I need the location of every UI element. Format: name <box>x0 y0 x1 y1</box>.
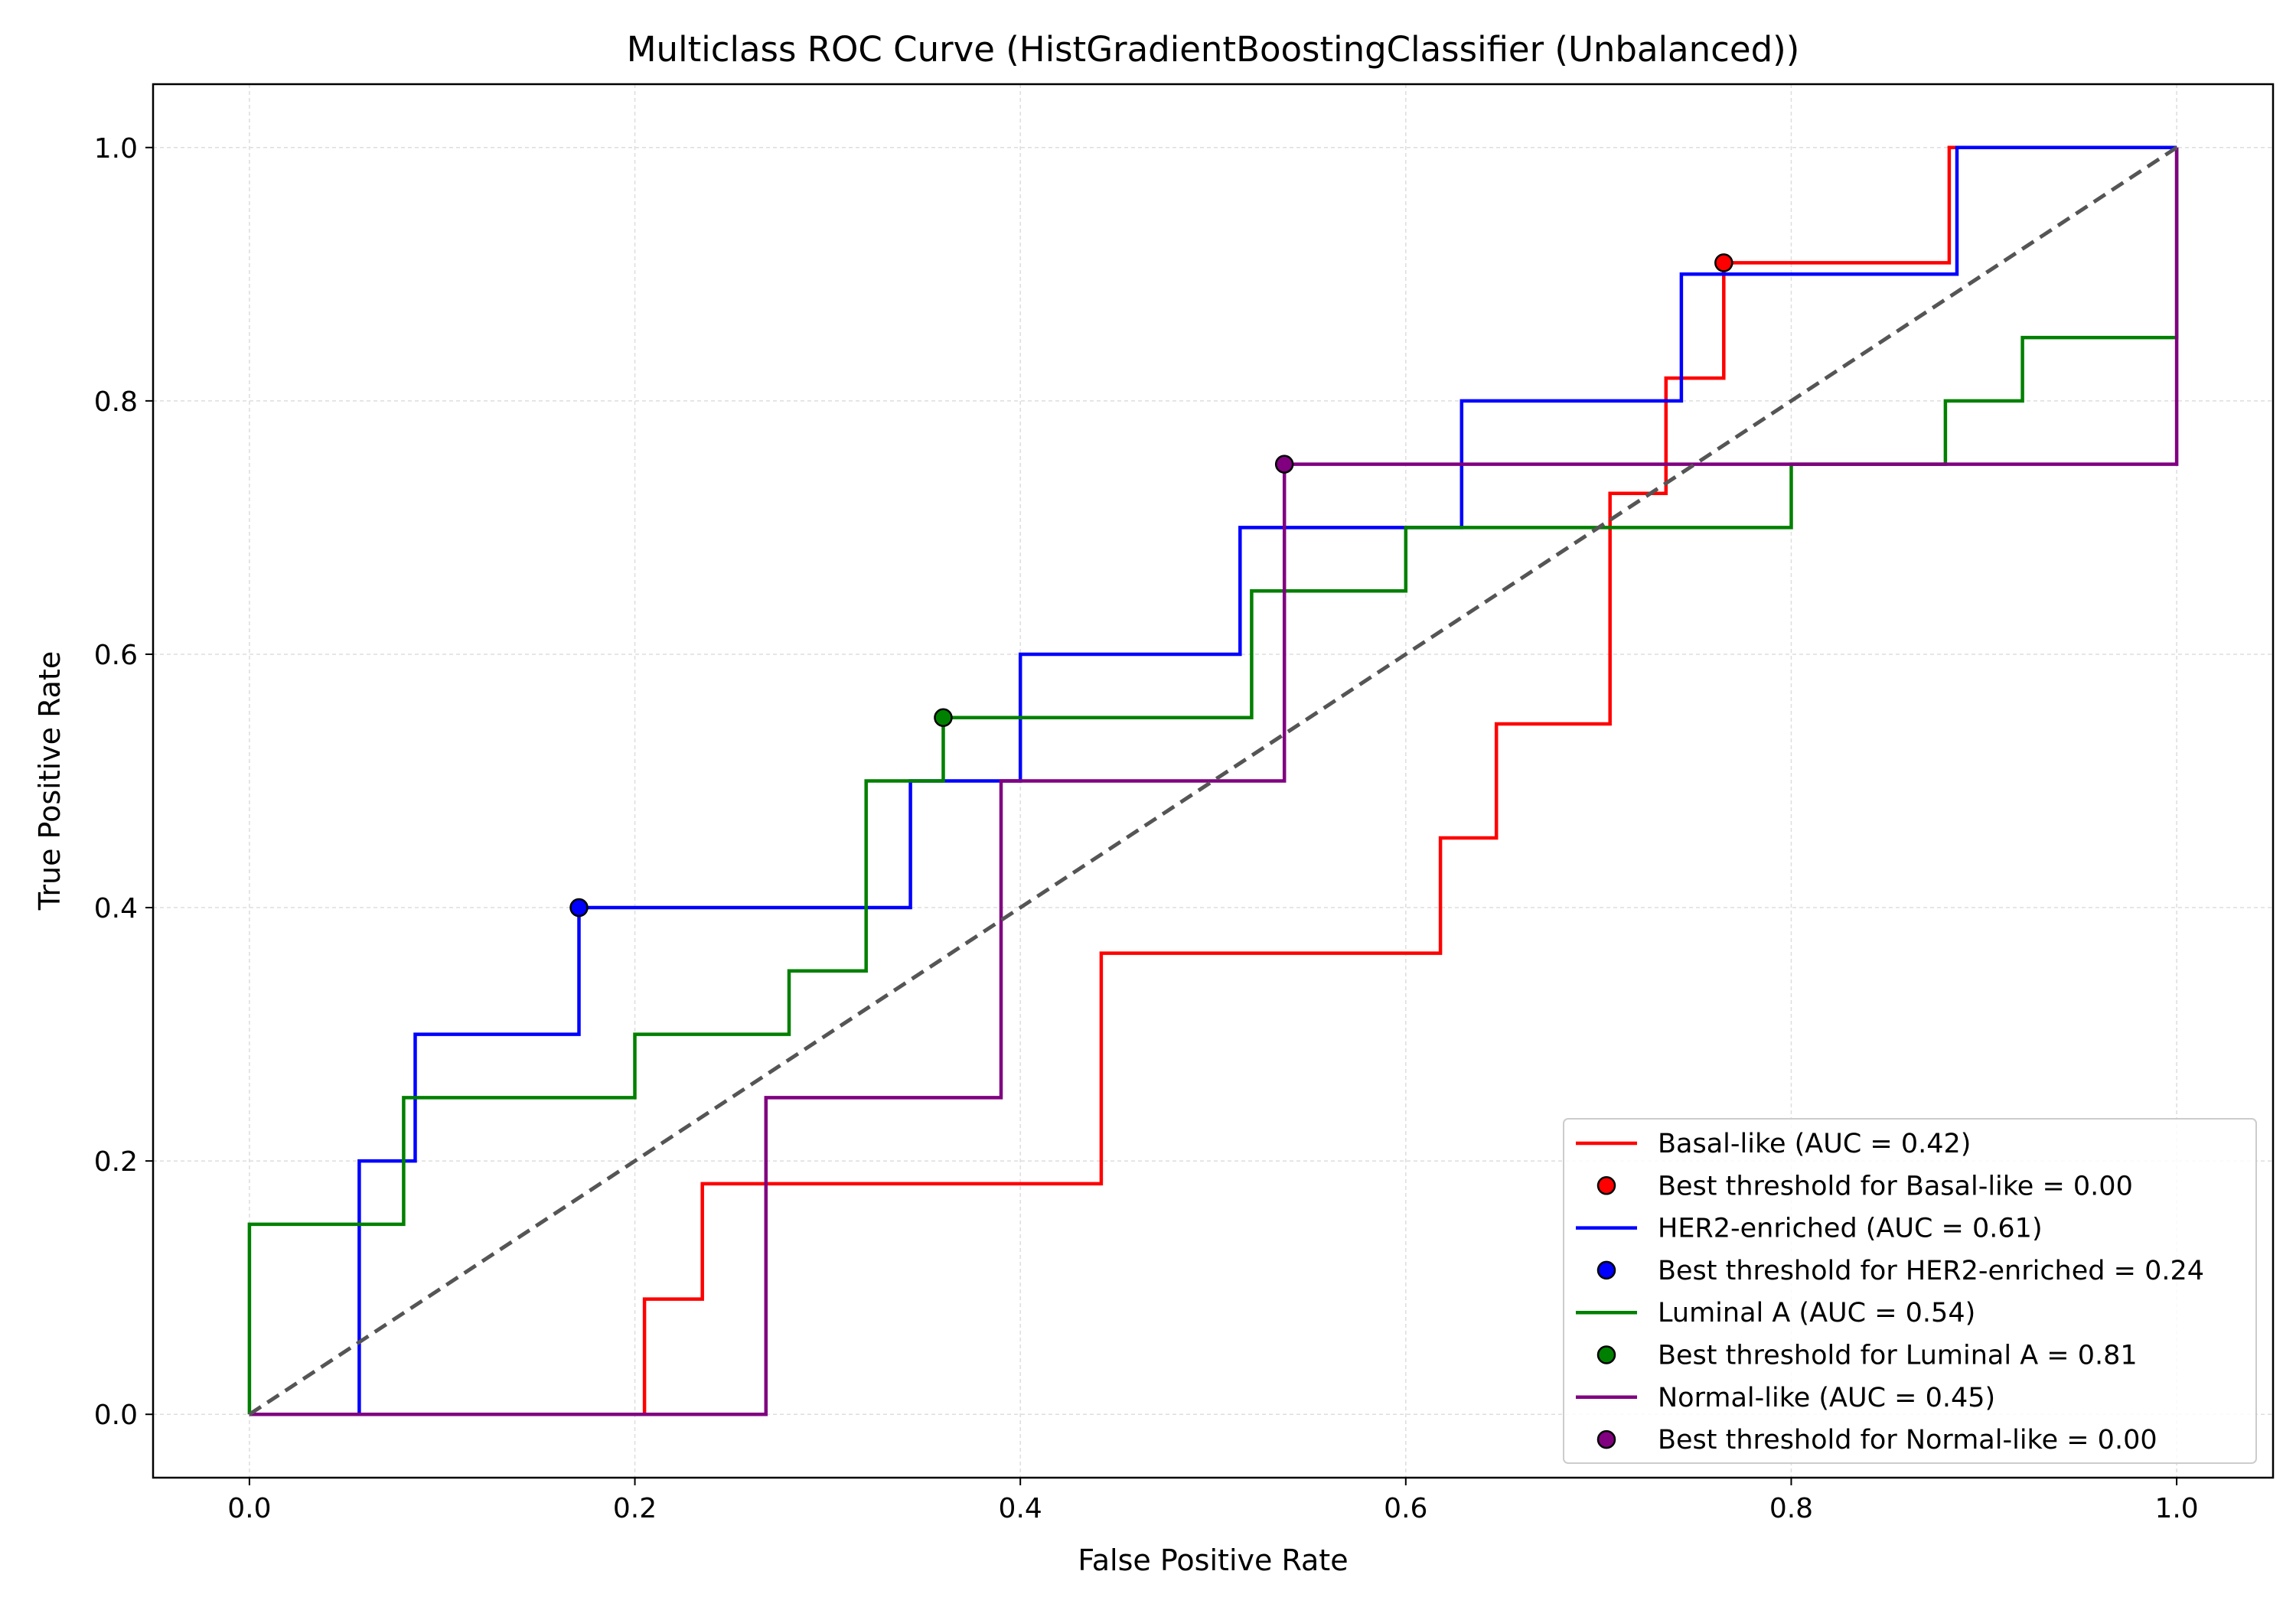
legend-box <box>1563 1118 2257 1464</box>
best-threshold-point <box>934 708 953 727</box>
legend-marker-swatch <box>1596 1429 1616 1449</box>
x-tick-label: 1.0 <box>2154 1493 2198 1524</box>
legend-entry-label: HER2-enriched (AUC = 0.61) <box>1658 1214 2043 1244</box>
legend-marker-swatch <box>1596 1345 1616 1364</box>
legend-entry-label: Best threshold for Basal-like = 0.00 <box>1658 1171 2133 1201</box>
roc-curve-line <box>247 147 2179 1415</box>
y-tick-label: 0.2 <box>94 1146 138 1178</box>
y-tick-label: 0.4 <box>94 893 138 924</box>
y-tick-label: 0.8 <box>94 386 138 418</box>
y-tick-label: 0.6 <box>94 640 138 671</box>
y-axis-label: True Positive Rate <box>33 651 67 911</box>
plot-area <box>247 145 2179 1416</box>
x-axis-label: False Positive Rate <box>1078 1543 1348 1577</box>
axis-ticks: 0.0 0.2 0.4 0.6 0.8 1.0 0.0 0.2 0.4 0.6 0.8 1.0 <box>94 133 2199 1524</box>
x-tick-label: 0.0 <box>227 1493 271 1524</box>
legend-entry-label: Best threshold for Luminal A = 0.81 <box>1658 1341 2138 1371</box>
x-tick-label: 0.4 <box>999 1493 1042 1524</box>
chart-title: Multiclass ROC Curve (HistGradientBoosti… <box>627 29 1800 70</box>
x-tick-label: 0.2 <box>613 1493 657 1524</box>
legend: Basal-like (AUC = 0.42) Best threshold fo… <box>1563 1118 2257 1464</box>
y-tick-label: 0.0 <box>94 1400 138 1431</box>
legend-entry-label: Luminal A (AUC = 0.54) <box>1658 1298 1975 1328</box>
best-threshold-point <box>1714 253 1733 272</box>
x-tick-label: 0.8 <box>1769 1493 1813 1524</box>
legend-marker-swatch <box>1596 1176 1616 1195</box>
legend-marker-swatch <box>1596 1260 1616 1280</box>
y-tick-label: 1.0 <box>94 133 138 165</box>
legend-entry-label: Best threshold for HER2-enriched = 0.24 <box>1658 1256 2204 1286</box>
best-threshold-point <box>569 898 589 918</box>
best-threshold-point <box>1274 455 1294 474</box>
legend-entry-label: Normal-like (AUC = 0.45) <box>1658 1383 1995 1413</box>
roc-curve-line <box>249 147 2179 1416</box>
axes-frame <box>152 83 2275 1479</box>
legend-entry-label: Basal-like (AUC = 0.42) <box>1658 1129 1971 1159</box>
x-tick-label: 0.6 <box>1384 1493 1427 1524</box>
roc-curve-line <box>249 145 2177 1416</box>
legend-entry-label: Best threshold for Normal-like = 0.00 <box>1658 1425 2157 1455</box>
